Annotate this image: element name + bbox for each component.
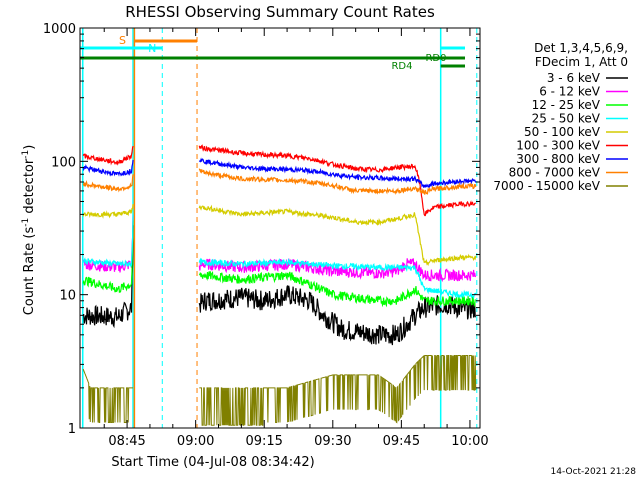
x-tick-label: 09:15 — [245, 434, 282, 449]
y-axis-label-sup1: -1 — [21, 218, 31, 227]
x-tick-label: 09:30 — [314, 434, 351, 449]
x-tick-label: 09:00 — [177, 434, 214, 449]
series-line — [82, 220, 476, 308]
y-axis-label-part1: Count Rate (s — [22, 227, 37, 316]
series-line — [82, 144, 477, 217]
legend-label: 100 - 300 keV — [516, 139, 600, 153]
series-line — [82, 354, 477, 426]
legend-label: 6 - 12 keV — [539, 85, 601, 99]
series-line — [82, 214, 477, 300]
x-tick-label: 10:00 — [451, 434, 488, 449]
y-tick-label: 100 — [51, 155, 76, 170]
legend-label: 25 - 50 keV — [532, 112, 601, 126]
saa-label: S — [119, 34, 126, 47]
y-axis-label-part2: detector — [22, 158, 37, 218]
y-axis-label-part3: ) — [22, 145, 37, 150]
y-axis-label-sup2: -1 — [21, 150, 31, 159]
night-label: N — [148, 42, 156, 55]
legend-label: 300 - 800 keV — [516, 152, 600, 166]
x-tick-label: 08:45 — [108, 434, 145, 449]
legend-header-line1: Det 1,3,4,5,6,9, — [534, 41, 628, 55]
plot-frame — [79, 27, 481, 429]
y-tick-label: 1 — [68, 422, 76, 437]
legend-label: 3 - 6 keV — [547, 71, 601, 85]
x-axis-label: Start Time (04-Jul-08 08:34:42) — [111, 455, 314, 470]
y-axis-label: Count Rate (s-1 detector-1) — [21, 145, 37, 316]
y-tick-label: 10 — [59, 289, 76, 304]
legend-label: 800 - 7000 keV — [509, 166, 601, 180]
status-bars: S N RD0 RD4 — [80, 34, 465, 72]
y-axis: 1 10 100 1000 — [43, 22, 480, 437]
legend: Det 1,3,4,5,6,9, FDecim 1, Att 0 3 - 6 k… — [493, 41, 628, 193]
x-axis: 08:45 09:00 09:15 09:30 09:45 10:00 — [103, 28, 489, 449]
rd0-label: RD0 — [425, 53, 446, 64]
series-line — [82, 225, 477, 346]
y-tick-label: 1000 — [43, 22, 76, 37]
x-tick-label: 09:45 — [383, 434, 420, 449]
legend-label: 7000 - 15000 keV — [493, 179, 600, 193]
series-line — [82, 214, 477, 283]
date-stamp: 14-Oct-2021 21:28 — [551, 467, 637, 477]
rd4-label: RD4 — [391, 61, 412, 72]
series-line — [82, 168, 477, 196]
legend-header-line2: FDecim 1, Att 0 — [535, 55, 628, 69]
legend-label: 50 - 100 keV — [524, 125, 601, 139]
data-series — [82, 144, 477, 426]
vertical-markers — [81, 28, 478, 428]
series-line — [82, 204, 477, 267]
series-line — [82, 157, 477, 189]
legend-label: 12 - 25 keV — [532, 98, 601, 112]
chart-title: RHESSI Observing Summary Count Rates — [125, 3, 435, 21]
